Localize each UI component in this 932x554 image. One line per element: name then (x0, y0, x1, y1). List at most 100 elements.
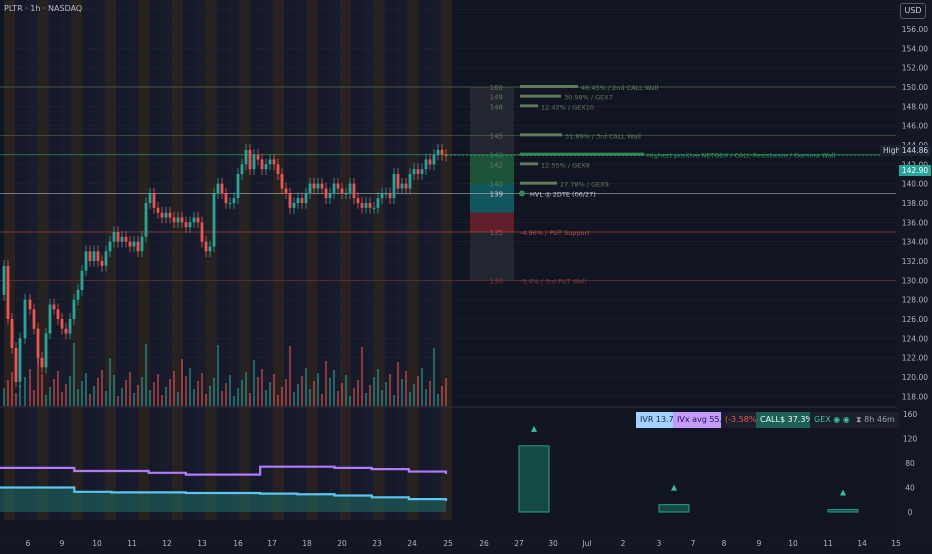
price-tick-label: 118.00 (902, 392, 928, 401)
time-tick-label: 16 (233, 539, 243, 548)
volume-bar (317, 373, 319, 406)
gamma-level-number: 130 (490, 277, 503, 285)
volume-bar (37, 357, 39, 406)
volume-bar (261, 369, 263, 406)
session-stripe (149, 0, 161, 520)
volume-bar (57, 371, 59, 406)
candle-body (432, 154, 436, 165)
candle-body (64, 328, 68, 334)
candle-body (160, 212, 164, 218)
volume-bar (309, 389, 311, 406)
future-marker-arrow (840, 489, 846, 496)
candle-body (140, 236, 144, 252)
candle-body (18, 338, 22, 382)
session-stripe (104, 0, 116, 520)
session-stripe (15, 0, 27, 520)
candle-body (268, 159, 272, 165)
volume-bar (365, 393, 367, 406)
candle-body (192, 217, 196, 223)
candle-body (112, 232, 116, 242)
volume-bar (225, 383, 227, 406)
volume-bar (69, 376, 71, 406)
candle-body (6, 265, 10, 319)
volume-bar (381, 390, 383, 406)
time-tick-label: 20 (337, 539, 347, 548)
volume-bar (77, 389, 79, 406)
ivx-line (0, 465, 448, 476)
session-stripe (183, 0, 195, 520)
volume-bar (377, 369, 379, 406)
gamma-level-number: 142 (490, 161, 503, 169)
gamma-level-label: 30.98% / GEX7 (564, 94, 613, 102)
session-stripe (284, 0, 296, 520)
session-stripe (26, 0, 38, 520)
volume-bar (353, 388, 355, 406)
session-stripe (172, 0, 184, 520)
candle-body (56, 309, 60, 319)
volume-bar (213, 378, 215, 406)
currency-selector[interactable]: USD (900, 3, 926, 19)
time-tick-label: 7 (691, 539, 696, 548)
volume-bar (205, 394, 207, 406)
volume-bar (181, 359, 183, 406)
gamma-bar (520, 104, 538, 108)
volume-bar (109, 358, 111, 406)
price-tick-label: 142.00 (902, 160, 928, 169)
candle-body (324, 188, 328, 199)
candle-body (2, 265, 6, 295)
candle-body (388, 193, 392, 199)
volume-bar (269, 382, 271, 406)
candle-body (304, 193, 308, 203)
candle-body (32, 309, 36, 329)
volume-bar (233, 396, 235, 406)
session-stripe (116, 0, 128, 520)
candle-body (360, 203, 364, 208)
future-marker-bar (827, 509, 859, 513)
volume-bar (19, 385, 21, 406)
price-tick-label: 138.00 (902, 199, 928, 208)
time-tick-label: 8 (722, 539, 727, 548)
volume-bar (329, 378, 331, 406)
volume-bar (385, 382, 387, 406)
time-tick-label: 11 (127, 539, 137, 548)
gamma-level-label: 46.45% / 2nd CALL Wall (581, 84, 659, 92)
session-stripe (48, 0, 60, 520)
session-stripe (127, 0, 139, 520)
candle-body (212, 193, 216, 247)
time-tick-label: 25 (443, 539, 453, 548)
volume-bar (417, 376, 419, 406)
candle-body (408, 174, 412, 189)
volume-bar (65, 384, 67, 406)
volume-bar (121, 388, 123, 406)
session-stripe (407, 0, 419, 520)
candle-body (436, 149, 440, 155)
volume-bar (277, 395, 279, 406)
volume-bar (117, 396, 119, 406)
gamma-bar (520, 133, 562, 137)
volume-bar (97, 378, 99, 406)
future-marker-arrow (531, 425, 537, 432)
volume-bar (413, 384, 415, 406)
volume-bar (281, 387, 283, 406)
volume-bar (53, 379, 55, 406)
price-tick-label: 154.00 (902, 44, 928, 53)
volume-bar (349, 396, 351, 406)
candle-body (220, 183, 224, 194)
volume-bar (73, 343, 75, 406)
current-price-tag: 142.90 (899, 165, 931, 176)
candle-body (320, 183, 324, 189)
candle-body (52, 304, 56, 310)
volume-bar (409, 392, 411, 406)
candle-body (132, 241, 136, 247)
candle-body (60, 319, 64, 329)
candle-body (300, 198, 304, 203)
volume-bar (101, 370, 103, 406)
candle-body (392, 174, 396, 199)
candle-body (28, 299, 32, 310)
session-stripe (328, 0, 340, 520)
time-tick-label: 2 (621, 539, 626, 548)
volume-bar (389, 374, 391, 406)
volume-bar (165, 387, 167, 406)
